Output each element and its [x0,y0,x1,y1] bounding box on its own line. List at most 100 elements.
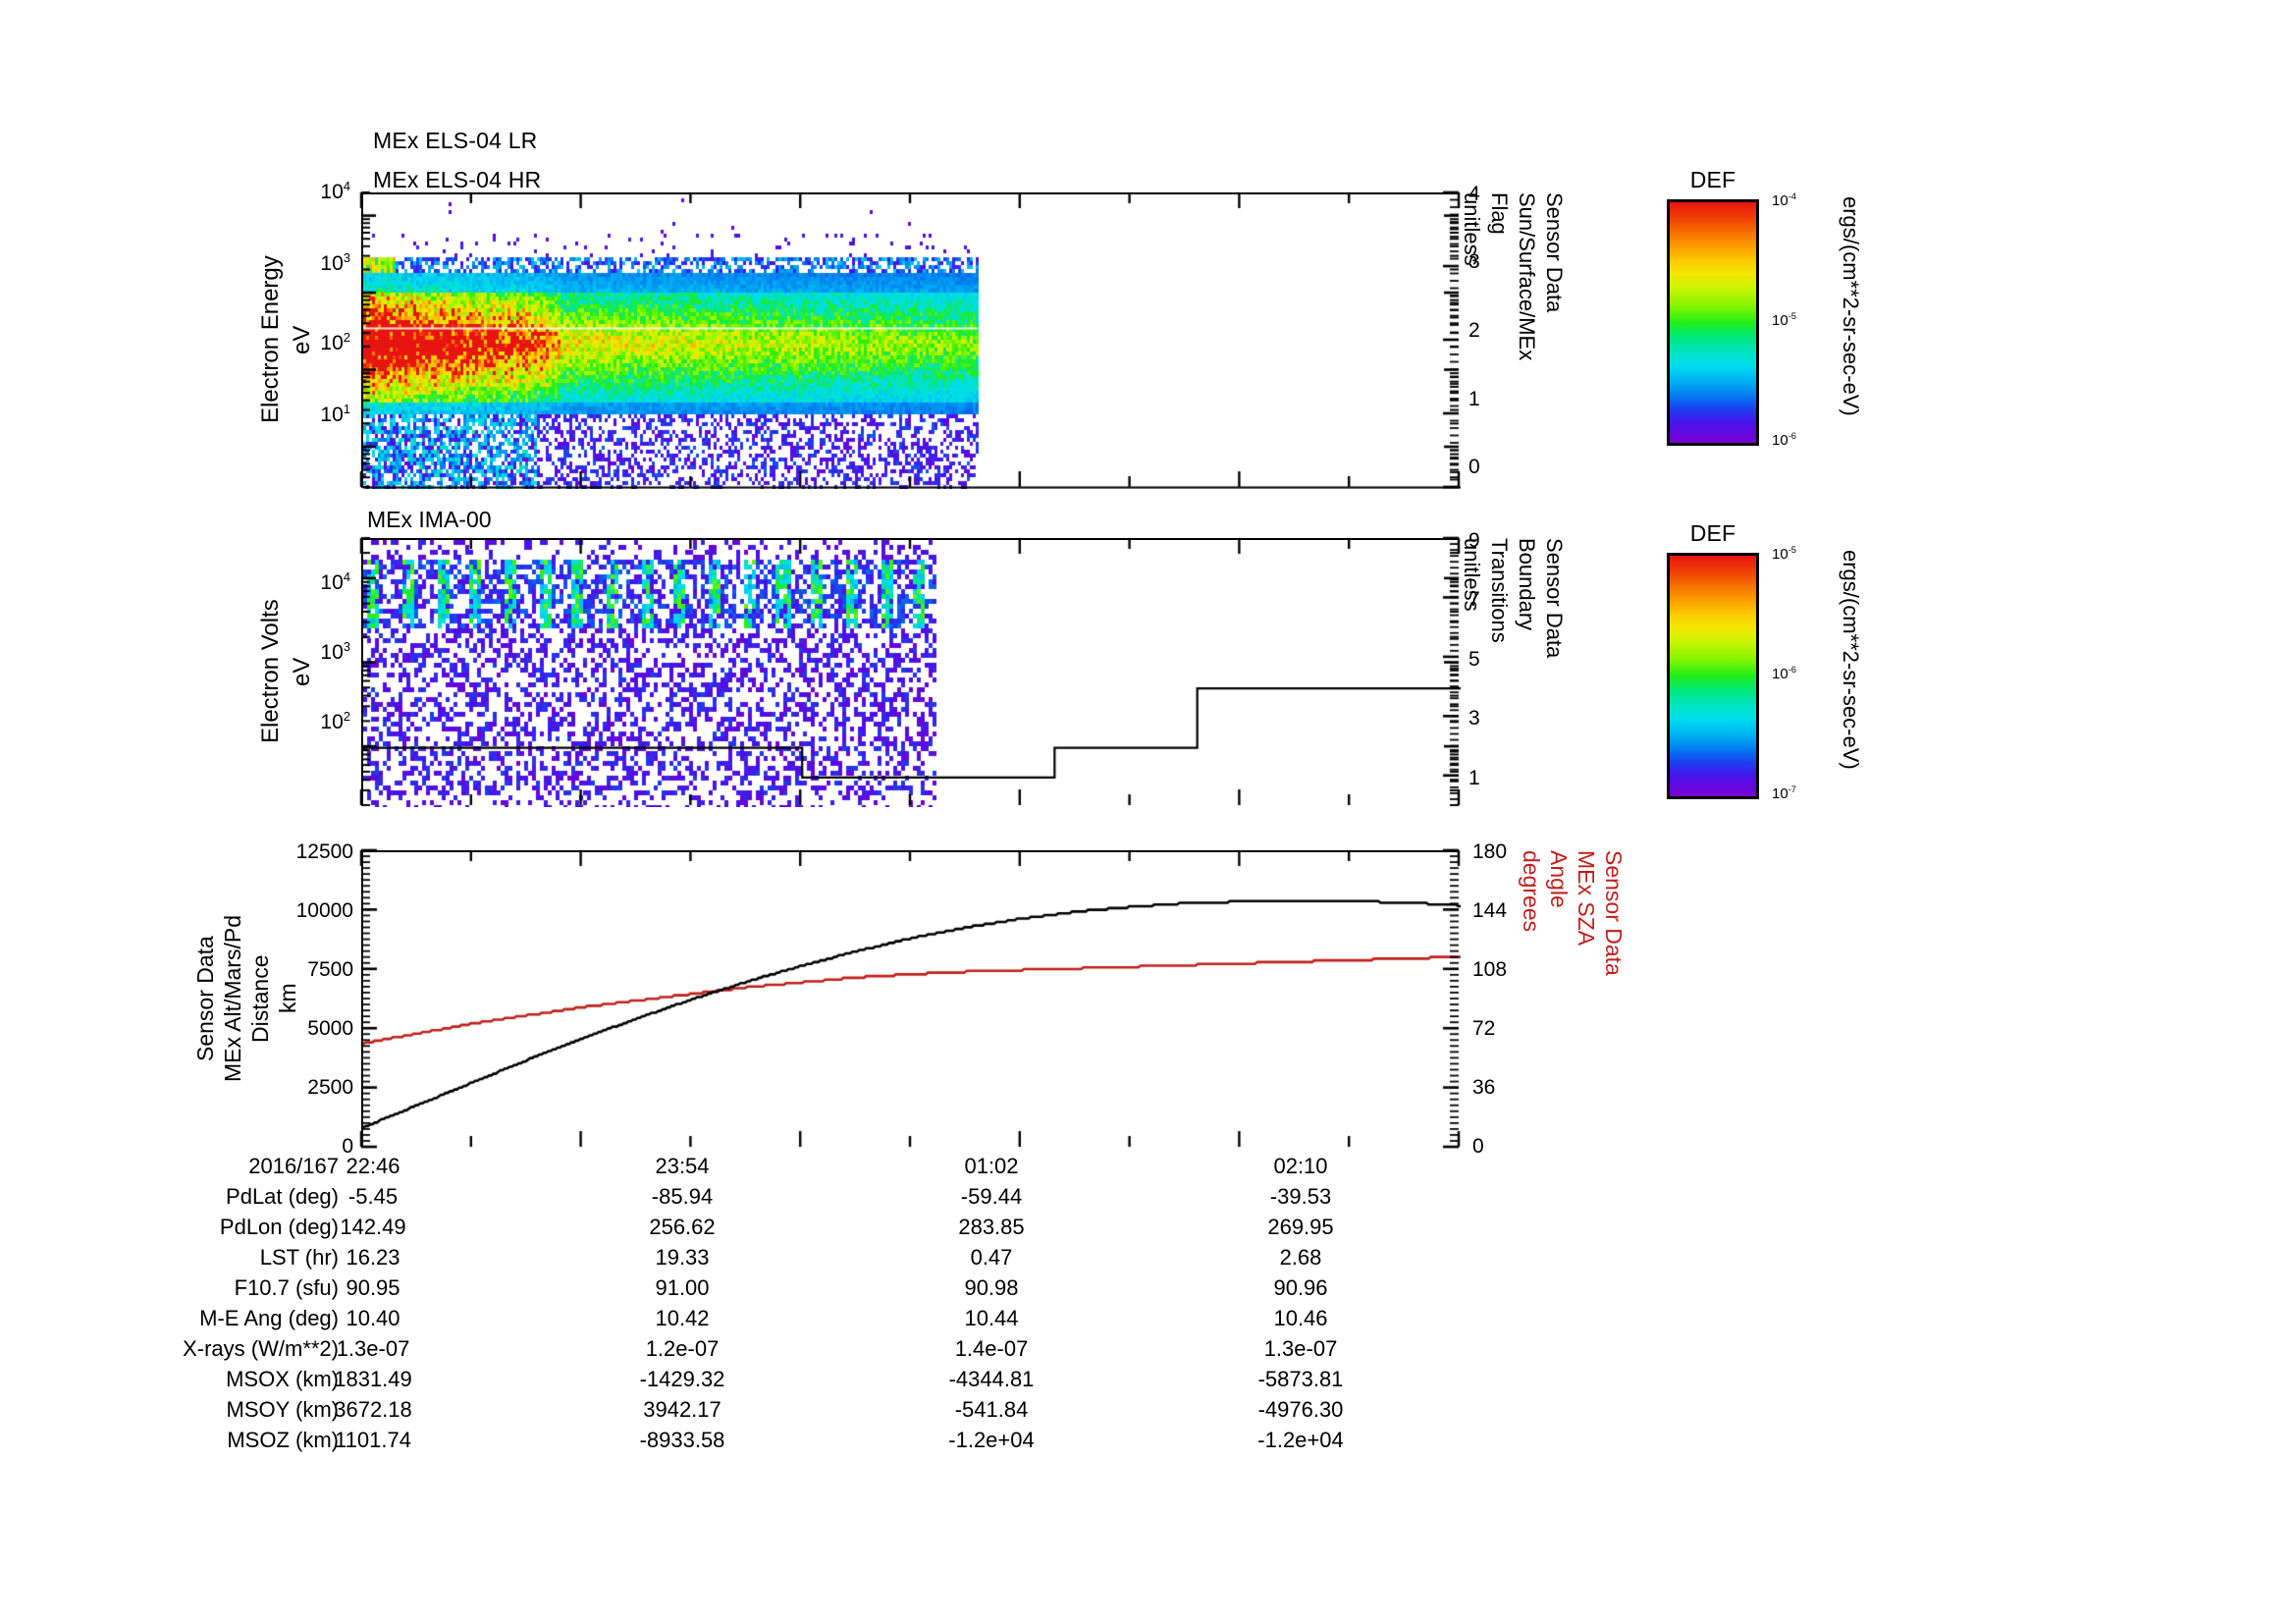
cell: -5873.81 [1257,1367,1344,1391]
cell: 3672.18 [334,1397,412,1422]
cell: -59.44 [960,1184,1023,1209]
panel1-title-lr: MEx ELS-04 LR [373,128,538,153]
panel1-ytick-10e1: 101 [320,402,350,426]
cell: -39.53 [1269,1184,1332,1209]
colorbar-2-top-label: 10-5 [1772,545,1796,563]
cell: 269.95 [1267,1215,1334,1239]
cell: -1.2e+04 [948,1428,1035,1452]
cell: 10.44 [964,1306,1019,1330]
panel3-right-axis-label-2: Angle [1546,850,1572,908]
colorbar-1-top-label: 10-4 [1772,191,1796,209]
panel1-spectrogram-canvas [363,194,1461,489]
cell: -1429.32 [639,1367,725,1391]
panel2-ytick-10e2: 102 [320,709,350,733]
ephemeris-col-2: 01:02 -59.44 283.85 0.47 90.98 10.44 1.4… [903,1154,1080,1458]
cell: 1.2e-07 [645,1336,720,1361]
cell: 1101.74 [335,1428,411,1452]
colorbar-1-bottom-label: 10-6 [1772,431,1796,449]
panel1-right-axis-label-3: unitless [1460,192,1484,266]
panel3-left-axis-label-2: Distance [247,954,273,1043]
panel3-plot-area [361,850,1461,1149]
cell: 256.62 [649,1215,716,1239]
panel3-right-axis-label-0: Sensor Data [1601,850,1627,976]
panel3-right-tick-180: 180 [1472,840,1508,863]
cell: 19.33 [655,1245,710,1270]
cell: -8933.58 [639,1428,725,1452]
panel2-spectrogram-canvas [363,540,1461,807]
panel3-ytick-2500: 2500 [307,1076,353,1099]
panel1-ytick-10e4: 104 [320,179,350,203]
panel3-right-axis-label-1: MEx SZA [1574,850,1599,947]
panel3-right-tick-72: 72 [1472,1017,1496,1040]
panel2-ytick-10e3: 103 [320,639,350,664]
cell: 10.46 [1273,1306,1328,1330]
colorbar-1-gradient [1670,202,1756,443]
panel2-left-axis-label: Electron Volts [257,599,284,744]
colorbar-1-title: DEF [1689,167,1736,192]
cell: 10.40 [346,1306,400,1330]
panel3-right-tick-108: 108 [1472,958,1508,981]
colorbar-2 [1667,553,1759,799]
panel3-ytick-10000: 10000 [295,899,353,922]
panel3-right-axis-label-3: degrees [1519,850,1544,933]
panel3-right-tick-0: 0 [1472,1135,1484,1158]
cell: 90.96 [1273,1275,1328,1300]
panel3-ytick-12500: 12500 [295,840,353,863]
panel2-right-axis-label-2: Transitions [1487,538,1512,643]
colorbar-2-mid-label: 10-6 [1772,665,1796,682]
cell: 1.3e-07 [1263,1336,1338,1361]
panel3-left-axis-label-0: Sensor Data [192,936,218,1061]
cell: 1.3e-07 [336,1336,410,1361]
cell: 1831.49 [334,1367,412,1391]
cell: -4344.81 [948,1367,1035,1391]
colorbar-2-units: ergs/(cm**2-sr-sec-eV) [1839,550,1863,770]
panel1-ytick-10e2: 102 [320,330,350,354]
cell: 283.85 [958,1215,1025,1239]
panel3-right-tick-144: 144 [1472,899,1508,922]
cell: 01:02 [964,1154,1019,1178]
panel1-right-axis-label-0: Sensor Data [1542,192,1567,313]
panel3-ytick-7500: 7500 [307,958,353,981]
panel2-title: MEx IMA-00 [367,507,492,532]
cell: -1.2e+04 [1257,1428,1344,1452]
panel3-line-canvas [363,852,1461,1149]
panel2-right-axis-label-0: Sensor Data [1542,538,1567,659]
cell: -541.84 [954,1397,1029,1422]
cell: 23:54 [655,1154,710,1178]
panel1-right-axis-label-2: Flag [1487,192,1512,235]
cell: 10.42 [655,1306,710,1330]
cell: 16.23 [346,1245,400,1270]
colorbar-2-bottom-label: 10-7 [1772,784,1796,802]
cell: 142.49 [340,1215,406,1239]
panel2-ytick-10e4: 104 [320,569,350,594]
colorbar-1 [1667,199,1759,446]
cell: 02:10 [1273,1154,1328,1178]
panel1-title-hr: MEx ELS-04 HR [373,167,542,192]
panel3-left-axis-label-1: MEx Alt/Mars/Pd [220,915,245,1082]
panel1-left-axis-label: Electron Energy [257,255,284,424]
cell: 90.95 [346,1275,400,1300]
cell: -5.45 [347,1184,399,1209]
panel1-plot-area [361,192,1461,489]
cell: 1.4e-07 [954,1336,1029,1361]
panel3-left-axis-label-3: km [275,983,300,1014]
cell: 90.98 [964,1275,1019,1300]
cell: 0.47 [970,1245,1013,1270]
ephemeris-col-0: 22:46 -5.45 142.49 16.23 90.95 10.40 1.3… [285,1154,461,1458]
cell: -4976.30 [1257,1397,1344,1422]
panel3-ytick-5000: 5000 [307,1017,353,1040]
colorbar-2-title: DEF [1689,520,1736,546]
colorbar-1-units: ergs/(cm**2-sr-sec-eV) [1839,196,1863,416]
panel2-right-axis-label-3: unitless [1460,538,1484,612]
cell: 2.68 [1279,1245,1322,1270]
panel3-right-tick-36: 36 [1472,1076,1496,1099]
cell: 3942.17 [643,1397,721,1422]
panel1-ytick-10e3: 103 [320,250,350,275]
colorbar-2-gradient [1670,556,1756,796]
ephemeris-col-1: 23:54 -85.94 256.62 19.33 91.00 10.42 1.… [594,1154,771,1458]
panel1-right-axis-label-1: Sun/Surface/MEx [1515,192,1539,361]
panel2-plot-area [361,538,1461,807]
colorbar-1-mid-label: 10-5 [1772,311,1796,329]
panel2-right-axis-label-1: Boundary [1515,538,1539,631]
cell: 22:46 [346,1154,400,1178]
